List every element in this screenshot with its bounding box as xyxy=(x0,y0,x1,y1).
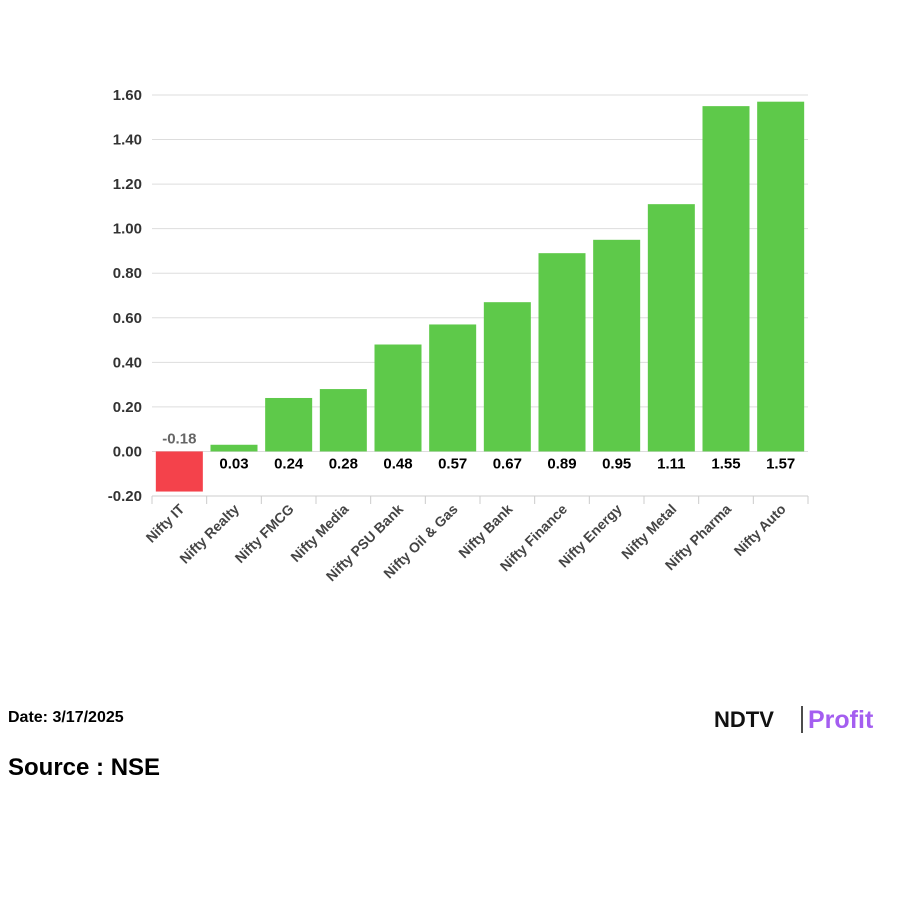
bar xyxy=(647,204,695,452)
bar xyxy=(593,239,641,452)
value-label: 0.28 xyxy=(329,455,358,472)
bar xyxy=(702,106,750,452)
value-label: 0.57 xyxy=(438,455,467,472)
source: Source : NSE xyxy=(8,754,160,781)
bar xyxy=(265,397,313,452)
x-tick-label: Nifty IT xyxy=(143,500,188,545)
y-tick-label: -0.20 xyxy=(108,488,142,505)
bar xyxy=(319,389,367,452)
y-tick-label: 0.80 xyxy=(113,265,142,282)
x-tick-label: Nifty Auto xyxy=(731,501,789,559)
y-tick-label: 0.40 xyxy=(113,354,142,371)
y-tick-label: 0.20 xyxy=(113,399,142,416)
bar xyxy=(210,444,258,452)
value-label: 0.67 xyxy=(493,455,522,472)
value-label: 1.55 xyxy=(711,455,740,472)
bar xyxy=(483,302,531,452)
y-tick-label: 1.60 xyxy=(113,87,142,104)
value-label: 0.24 xyxy=(274,455,304,472)
logo-ndtv: NDTV xyxy=(714,707,774,732)
bar xyxy=(155,451,203,492)
bar xyxy=(429,324,477,452)
date: Date: 3/17/2025 xyxy=(8,709,124,726)
value-label: 1.11 xyxy=(657,455,685,472)
y-tick-label: 1.20 xyxy=(113,176,142,193)
value-label: 0.89 xyxy=(547,455,576,472)
value-label: -0.18 xyxy=(162,430,196,447)
logo-profit: Profit xyxy=(808,706,874,734)
x-tick-label: Nifty FMCG xyxy=(232,501,297,566)
bar xyxy=(374,344,422,452)
value-label: 0.95 xyxy=(602,455,631,472)
y-tick-label: 0.60 xyxy=(113,310,142,327)
bar xyxy=(538,253,586,452)
bar xyxy=(757,101,805,452)
value-label: 1.57 xyxy=(766,455,795,472)
value-label: 0.48 xyxy=(383,455,412,472)
y-tick-label: 0.00 xyxy=(113,443,142,460)
y-tick-label: 1.00 xyxy=(113,221,142,238)
y-tick-label: 1.40 xyxy=(113,132,142,149)
value-label: 0.03 xyxy=(219,455,248,472)
